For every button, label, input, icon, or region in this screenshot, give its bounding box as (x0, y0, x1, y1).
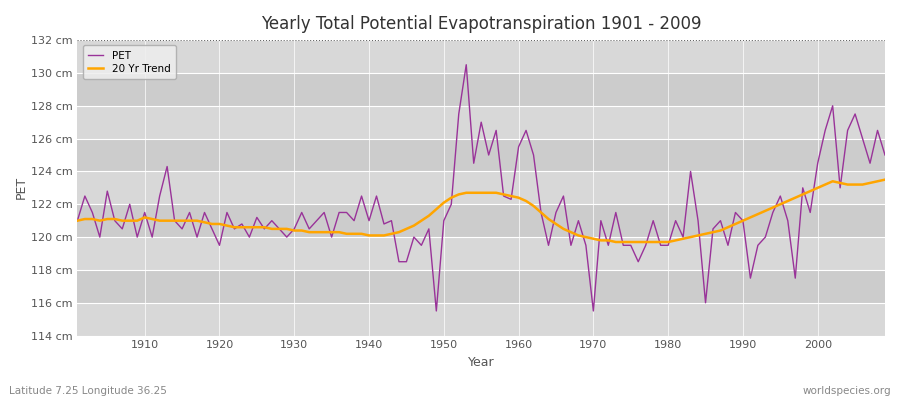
PET (528, 153, 539, 158)
PET (879, 153, 890, 158)
Text: Latitude 7.25 Longitude 36.25: Latitude 7.25 Longitude 36.25 (9, 386, 166, 396)
Bar (77, 40, 885, 73)
Bar (77, 204, 885, 237)
Bar (77, 172, 885, 204)
PET (431, 308, 442, 313)
Bar (77, 139, 885, 172)
Y-axis label: PET: PET (15, 176, 28, 200)
PET (296, 210, 307, 215)
Title: Yearly Total Potential Evapotranspiration 1901 - 2009: Yearly Total Potential Evapotranspiratio… (261, 15, 701, 33)
PET (461, 62, 472, 67)
PET (521, 128, 532, 133)
Text: worldspecies.org: worldspecies.org (803, 386, 891, 396)
Bar (77, 237, 885, 270)
20 Yr Trend (131, 218, 142, 223)
X-axis label: Year: Year (468, 356, 494, 369)
Bar (77, 270, 885, 303)
Legend: PET, 20 Yr Trend: PET, 20 Yr Trend (83, 45, 176, 79)
20 Yr Trend (341, 232, 352, 236)
Bar (77, 106, 885, 139)
Bar (77, 303, 885, 336)
20 Yr Trend (603, 238, 614, 243)
20 Yr Trend (513, 195, 524, 200)
20 Yr Trend (506, 194, 517, 198)
PET (72, 218, 83, 223)
20 Yr Trend (879, 177, 890, 182)
Line: PET: PET (77, 65, 885, 311)
20 Yr Trend (296, 228, 307, 233)
Line: 20 Yr Trend: 20 Yr Trend (77, 180, 885, 242)
Bar (77, 73, 885, 106)
20 Yr Trend (72, 218, 83, 223)
PET (618, 243, 629, 248)
PET (131, 235, 142, 240)
PET (341, 210, 352, 215)
20 Yr Trend (610, 240, 621, 244)
